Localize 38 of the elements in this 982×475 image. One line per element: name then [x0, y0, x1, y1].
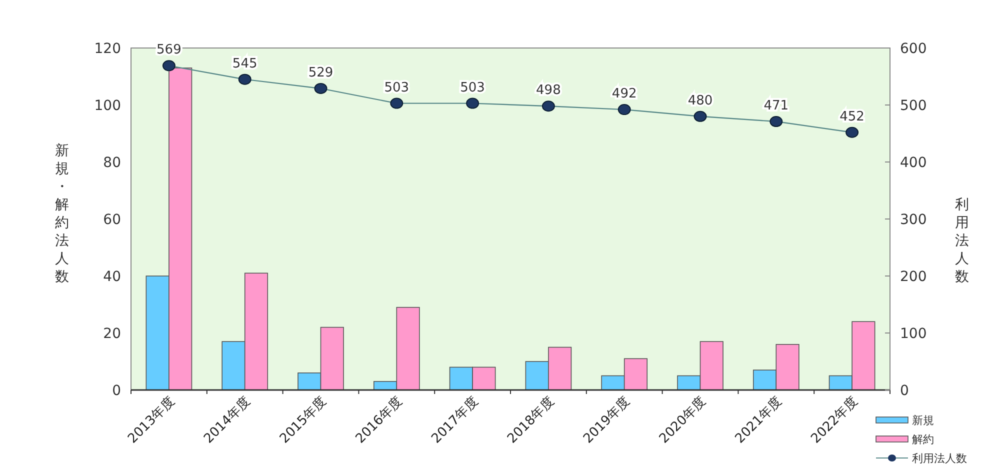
y-tick-label: 20: [103, 326, 121, 342]
data-label: 529: [308, 65, 334, 80]
point: [162, 60, 176, 72]
point: [390, 98, 404, 109]
y-tick-label: 60: [103, 212, 121, 228]
point: [542, 100, 555, 112]
point: [618, 104, 631, 116]
point: [314, 82, 328, 94]
y-axis-title: 新規・解約法人数: [55, 143, 69, 285]
y2-axis-title: 利用法人数: [955, 197, 969, 285]
data-label: 492: [612, 86, 637, 102]
data-label: 545: [232, 56, 258, 72]
data-label: 471: [764, 98, 789, 114]
y2-tick-label: 0: [900, 383, 909, 399]
y2-tick-label: 400: [900, 155, 927, 171]
y2-tick-label: 200: [900, 269, 927, 285]
y2-tick-label: 300: [900, 212, 927, 228]
y-tick-label: 0: [112, 383, 121, 399]
point: [846, 126, 859, 138]
y-tick-label: 120: [94, 41, 121, 57]
y2-tick-label: 500: [900, 98, 927, 114]
legend-label: 新規: [912, 414, 934, 427]
point: [770, 116, 783, 128]
y2-tick-label: 600: [900, 41, 927, 57]
y-tick-label: 100: [94, 98, 121, 114]
point: [238, 74, 252, 85]
legend-label: 解約: [912, 433, 934, 446]
data-label: 498: [536, 83, 561, 98]
legend-label: 利用法人数: [912, 452, 967, 465]
point: [466, 98, 480, 109]
data-label: 480: [688, 93, 713, 108]
y-tick-label: 80: [103, 155, 121, 171]
data-label: 452: [840, 109, 864, 124]
data-label: 503: [460, 80, 485, 96]
data-label: 503: [384, 80, 410, 96]
point: [694, 110, 707, 122]
y2-tick-label: 100: [900, 326, 927, 342]
y-tick-label: 40: [103, 269, 121, 285]
